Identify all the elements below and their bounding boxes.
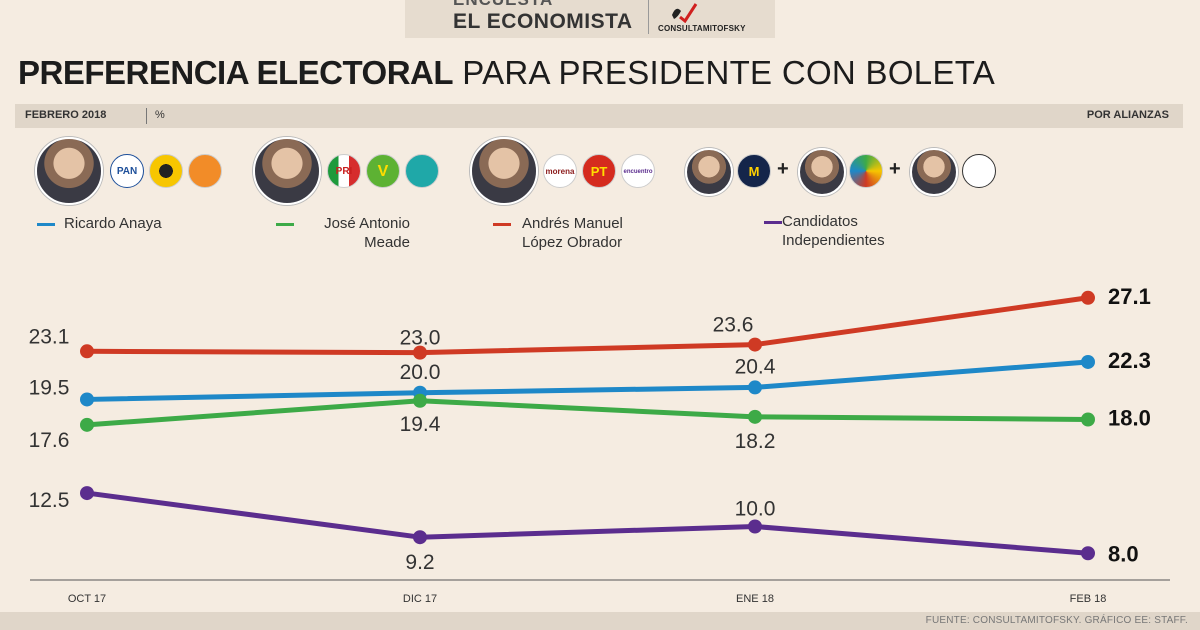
x-tick-label: OCT 17 <box>68 593 106 605</box>
legend-meade: José Antonio Meade <box>324 215 410 251</box>
data-label: 23.6 <box>713 314 754 337</box>
series-line <box>84 359 1091 402</box>
data-label: 23.1 <box>29 325 70 348</box>
data-point <box>80 392 94 407</box>
pes-logo: encuentro <box>621 154 655 188</box>
unit-label: % <box>155 109 165 121</box>
data-label: 8.0 <box>1108 541 1139 566</box>
x-tick-label: ENE 18 <box>736 593 774 605</box>
data-point <box>1081 546 1095 561</box>
data-point <box>80 417 94 432</box>
source-note: FUENTE: CONSULTAMITOFSKY. GRÁFICO EE: ST… <box>925 615 1188 626</box>
plus-sign-2: + <box>889 158 901 180</box>
data-label: 23.0 <box>400 327 441 350</box>
independent-photo-1 <box>685 148 733 196</box>
data-label: 9.2 <box>405 551 434 574</box>
legend-swatch-meade <box>276 223 294 226</box>
data-label: 10.0 <box>735 498 776 521</box>
brand-line2: EL ECONOMISTA <box>453 10 633 33</box>
independent-bronco-logo <box>849 154 883 188</box>
series-line <box>84 398 1091 428</box>
pan-logo: PAN <box>110 154 144 188</box>
data-label: 12.5 <box>29 489 70 512</box>
data-point <box>80 486 94 501</box>
x-tick-label: DIC 17 <box>403 593 437 605</box>
legend-swatch-amlo <box>493 223 511 226</box>
data-point <box>413 530 427 545</box>
mc-logo <box>188 154 222 188</box>
page-title: PREFERENCIA ELECTORAL PARA PRESIDENTE CO… <box>18 54 995 92</box>
title-bold: PREFERENCIA ELECTORAL <box>18 54 454 91</box>
data-label: 19.4 <box>400 413 441 436</box>
data-point <box>748 519 762 534</box>
plus-sign-1: + <box>777 158 789 180</box>
amlo-photo <box>470 137 538 205</box>
brand-line1: ENCUESTA <box>453 0 553 10</box>
independent-photo-3 <box>910 148 958 196</box>
independent-m-logo: M <box>737 154 771 188</box>
data-label: 27.1 <box>1108 284 1151 309</box>
legend-swatch-anaya <box>37 223 55 226</box>
data-point <box>748 337 762 352</box>
pollster-logo-icon <box>672 3 698 23</box>
grouping-label: POR ALIANZAS <box>1086 109 1169 121</box>
x-tick-label: FEB 18 <box>1070 593 1107 605</box>
independent-photo-2 <box>798 148 846 196</box>
series-line <box>84 490 1091 556</box>
title-rest: PARA PRESIDENTE CON BOLETA <box>462 54 996 91</box>
independent-logo-3 <box>962 154 996 188</box>
data-label: 18.2 <box>735 430 776 453</box>
prd-logo <box>149 154 183 188</box>
series-line <box>84 295 1091 356</box>
anaya-photo <box>35 137 103 205</box>
data-label: 18.0 <box>1108 406 1151 431</box>
data-point <box>748 380 762 395</box>
data-label: 19.5 <box>29 376 70 399</box>
panal-logo <box>405 154 439 188</box>
subtitle-bar: FEBRERO 2018 % POR ALIANZAS <box>15 104 1183 128</box>
subbar-separator <box>146 108 147 124</box>
meade-photo <box>253 137 321 205</box>
data-point <box>413 345 427 360</box>
survey-date: FEBRERO 2018 <box>25 109 107 121</box>
data-point <box>80 344 94 359</box>
legend-independientes: Candidatos Independientes <box>782 213 885 249</box>
data-label: 17.6 <box>29 429 70 452</box>
pollster-name: CONSULTAMITOFSKY <box>658 24 746 33</box>
legend-swatch-independientes <box>764 221 782 224</box>
header-tab <box>405 0 775 38</box>
morena-logo: morena <box>543 154 577 188</box>
data-point <box>413 393 427 408</box>
data-label: 22.3 <box>1108 348 1151 373</box>
pt-logo: PT <box>582 154 616 188</box>
data-point <box>748 409 762 424</box>
data-label: 20.0 <box>400 361 441 384</box>
data-point <box>1081 412 1095 427</box>
footer-bar <box>0 612 1200 630</box>
data-point <box>1081 290 1095 305</box>
data-label: 20.4 <box>735 355 776 378</box>
pri-logo: PRI <box>327 154 361 188</box>
pvem-logo: V <box>366 154 400 188</box>
brand-separator <box>648 0 649 34</box>
legend-anaya: Ricardo Anaya <box>64 215 162 232</box>
data-point <box>1081 354 1095 369</box>
legend-amlo: Andrés Manuel López Obrador <box>522 215 623 251</box>
